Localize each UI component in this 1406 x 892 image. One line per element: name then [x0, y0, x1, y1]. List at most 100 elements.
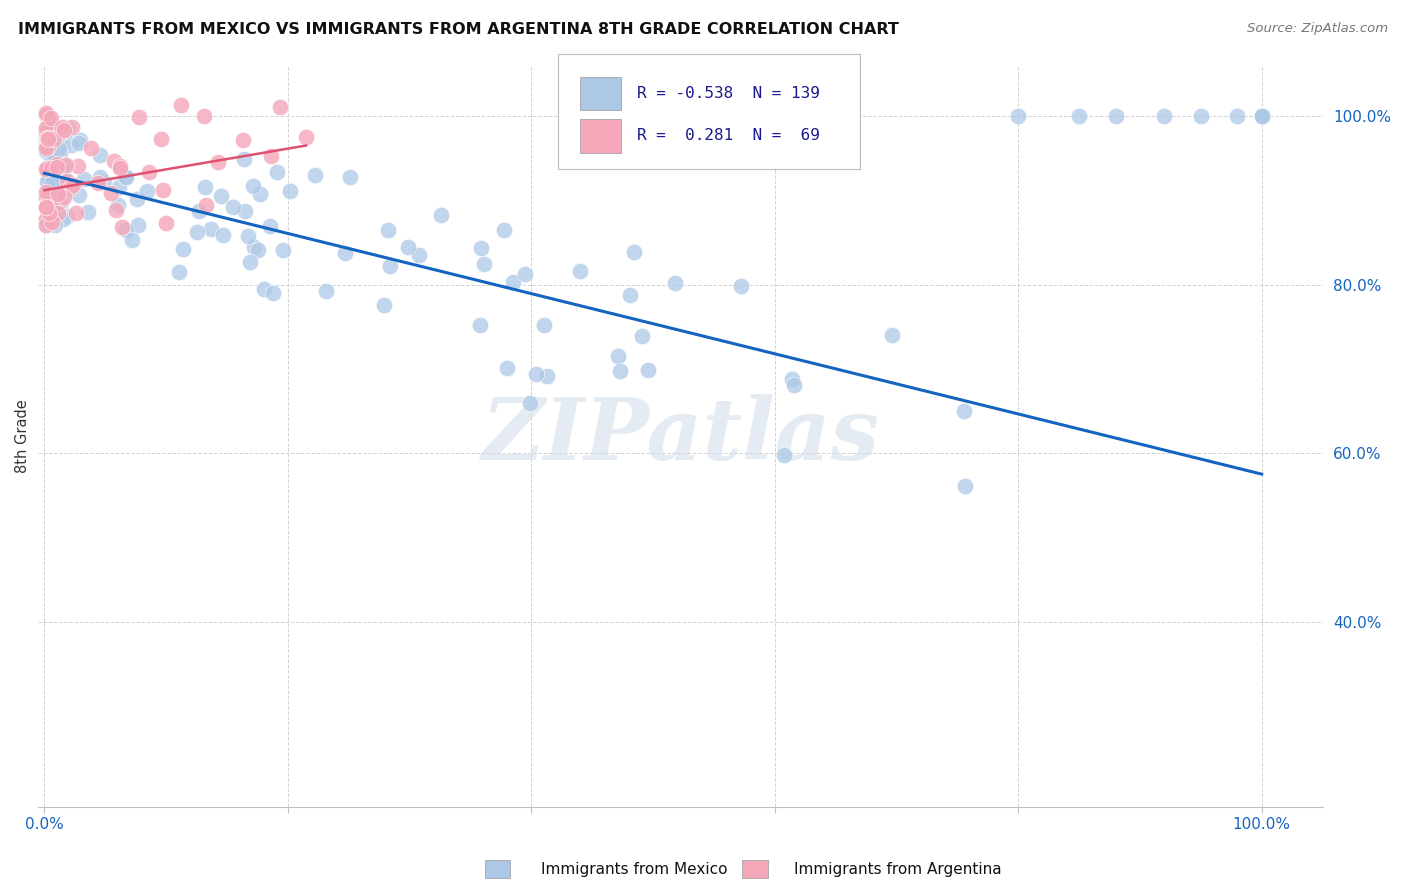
Point [41, 194, 63, 208]
Point [232, 152, 254, 166]
Point [495, 361, 517, 376]
Point [104, 202, 127, 217]
Point [211, 188, 233, 202]
Point [664, 276, 686, 290]
Point [49, 146, 72, 161]
Point [262, 285, 284, 300]
Point [48, 142, 70, 156]
Point [37, 132, 59, 146]
Point [222, 200, 245, 214]
Text: R =  0.281  N =  69: R = 0.281 N = 69 [637, 128, 820, 144]
Point [239, 255, 262, 269]
Point [107, 197, 129, 211]
Text: Immigrants from Argentina: Immigrants from Argentina [794, 863, 1002, 877]
Point [249, 187, 271, 202]
Point [1250, 109, 1272, 123]
Point [536, 368, 558, 383]
Point [53, 190, 76, 204]
Point [46, 186, 69, 201]
Point [34, 219, 56, 233]
Point [152, 183, 174, 197]
Point [295, 130, 318, 145]
Point [108, 159, 131, 173]
Point [103, 154, 125, 169]
Point [48, 195, 70, 210]
Point [45, 160, 67, 174]
Text: Immigrants from Mexico: Immigrants from Mexico [541, 863, 728, 877]
Point [37, 184, 59, 198]
Point [373, 298, 395, 312]
Point [155, 216, 177, 230]
Point [34, 133, 56, 147]
Point [607, 349, 630, 363]
Text: ZIPatlas: ZIPatlas [481, 394, 880, 478]
Point [1250, 109, 1272, 123]
Point [111, 220, 134, 235]
Point [1250, 109, 1272, 123]
Point [408, 247, 430, 261]
Point [62, 178, 84, 193]
Point [34, 139, 56, 153]
Point [67, 136, 90, 151]
Point [115, 169, 138, 184]
Point [172, 242, 194, 256]
Point [730, 278, 752, 293]
Point [55, 123, 77, 137]
Point [41, 136, 63, 150]
Point [125, 192, 148, 206]
Point [246, 243, 269, 257]
Point [45, 122, 67, 136]
Point [37, 166, 59, 180]
Point [315, 284, 337, 298]
Point [953, 403, 976, 417]
Point [470, 241, 492, 255]
Text: IMMIGRANTS FROM MEXICO VS IMMIGRANTS FROM ARGENTINA 8TH GRADE CORRELATION CHART: IMMIGRANTS FROM MEXICO VS IMMIGRANTS FRO… [18, 22, 900, 37]
Point [46, 169, 69, 184]
Point [232, 133, 254, 147]
Point [56, 174, 79, 188]
Point [187, 203, 209, 218]
Point [38, 206, 60, 220]
Point [42, 146, 65, 161]
Point [72, 171, 94, 186]
Point [524, 367, 547, 381]
Point [1189, 109, 1212, 123]
Point [48, 205, 70, 219]
Point [207, 154, 229, 169]
Point [1250, 109, 1272, 123]
Point [42, 138, 65, 153]
Point [52, 165, 75, 179]
Point [41, 161, 63, 176]
Point [44, 159, 66, 173]
Point [211, 228, 233, 243]
Point [39, 111, 62, 125]
Point [35, 131, 58, 145]
Point [37, 205, 59, 219]
Point [53, 123, 76, 137]
Point [51, 120, 73, 135]
Point [41, 123, 63, 137]
Point [492, 223, 515, 237]
Point [35, 190, 58, 204]
Point [468, 318, 491, 332]
Point [533, 318, 555, 332]
Point [783, 377, 806, 392]
Text: Source: ZipAtlas.com: Source: ZipAtlas.com [1247, 22, 1388, 36]
Point [304, 168, 326, 182]
Point [87, 177, 110, 191]
Point [39, 140, 62, 154]
Point [55, 209, 77, 223]
Point [93, 175, 115, 189]
Point [333, 246, 356, 260]
Point [238, 228, 260, 243]
Point [42, 132, 65, 146]
Point [149, 132, 172, 146]
Point [269, 100, 291, 114]
Point [108, 180, 131, 194]
Point [430, 208, 453, 222]
Point [278, 184, 301, 198]
Point [1250, 109, 1272, 123]
Point [1007, 109, 1029, 123]
Point [41, 214, 63, 228]
Point [472, 257, 495, 271]
